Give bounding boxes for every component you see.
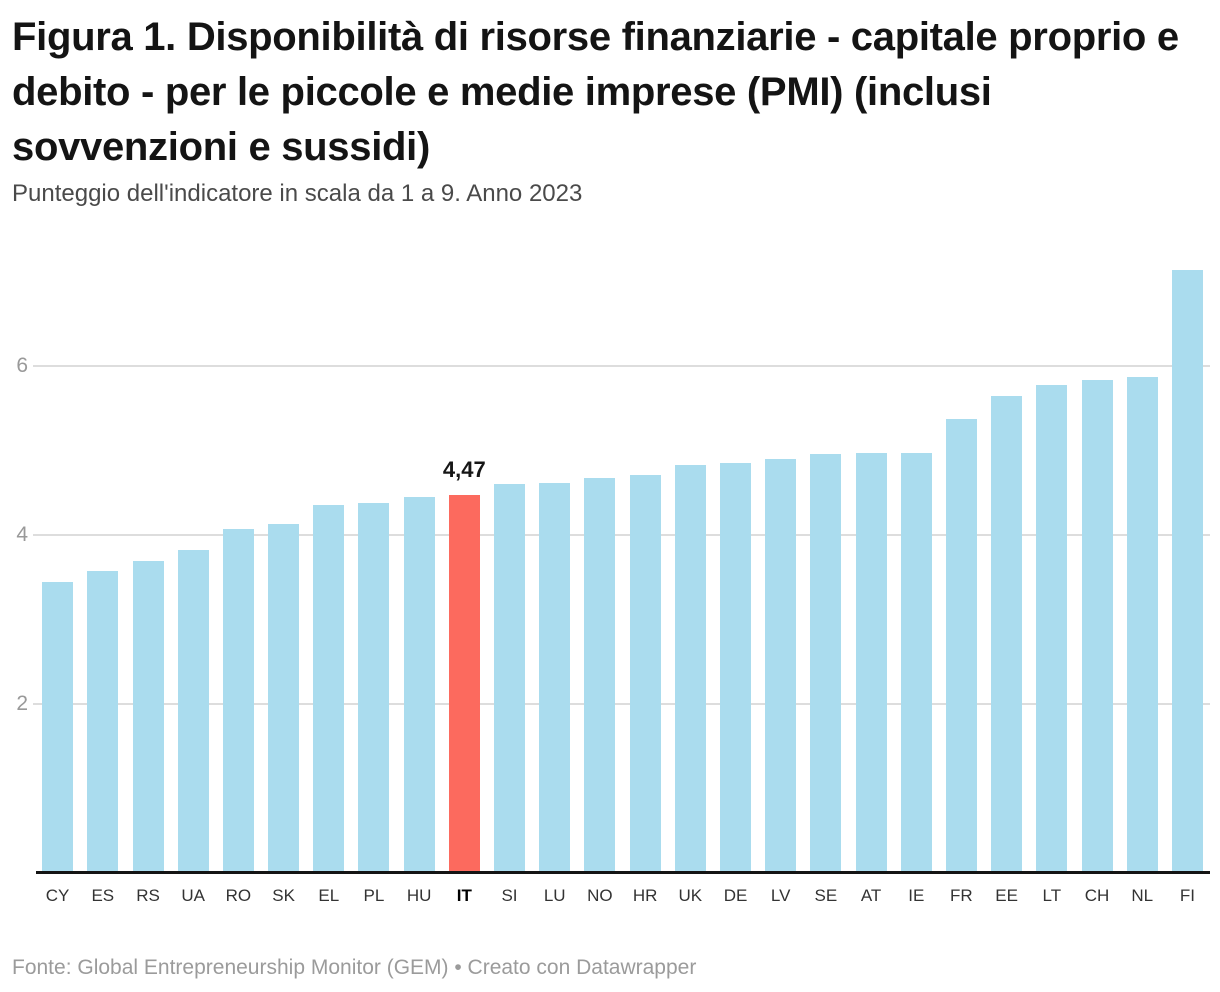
x-label-SE: SE — [814, 886, 838, 905]
bar-LV[interactable] — [765, 459, 797, 874]
x-label-FI: FI — [1179, 886, 1195, 905]
x-label-IT: IT — [456, 886, 472, 905]
bar-EE[interactable] — [991, 396, 1023, 874]
bar-HR[interactable] — [629, 475, 661, 874]
bar-IE[interactable] — [900, 453, 932, 874]
x-label-CY: CY — [45, 886, 70, 905]
x-label-DE: DE — [723, 886, 748, 905]
gridline-y-4 — [33, 534, 1210, 537]
bar-SE[interactable] — [810, 453, 842, 874]
x-label-HU: HU — [406, 886, 432, 905]
x-label-IE: IE — [908, 886, 925, 905]
x-label-LV: LV — [770, 886, 791, 905]
bar-IT[interactable] — [448, 495, 480, 874]
x-label-NO: NO — [587, 886, 613, 905]
x-label-RS: RS — [136, 886, 160, 905]
x-label-CH: CH — [1084, 886, 1110, 905]
x-label-EL: EL — [318, 886, 340, 905]
bar-LT[interactable] — [1036, 384, 1068, 874]
y-tick-label-6: 6 — [16, 353, 28, 377]
x-label-LT: LT — [1042, 886, 1062, 905]
bar-RO[interactable] — [222, 529, 254, 874]
bar-RS[interactable] — [132, 560, 164, 874]
x-label-HR: HR — [632, 886, 658, 905]
bar-SI[interactable] — [494, 484, 525, 874]
x-label-SI: SI — [501, 886, 518, 905]
x-label-PL: PL — [363, 886, 385, 905]
chart-title: Figura 1. Disponibilità di risorse finan… — [12, 15, 1179, 169]
bar-NO[interactable] — [584, 478, 616, 874]
value-label-IT: 4,47 — [442, 457, 486, 483]
x-label-NL: NL — [1131, 886, 1154, 905]
bar-AT[interactable] — [855, 453, 887, 874]
gridline-y-2 — [33, 703, 1210, 706]
bar-ES[interactable] — [87, 570, 119, 874]
bar-FI[interactable] — [1171, 270, 1203, 874]
source-attribution: Fonte: Global Entrepreneurship Monitor (… — [12, 956, 697, 979]
bar-PL[interactable] — [358, 503, 390, 874]
bar-CH[interactable] — [1081, 380, 1113, 874]
x-label-AT: AT — [860, 886, 882, 905]
x-label-EE: EE — [995, 886, 1018, 905]
x-label-FR: FR — [950, 886, 973, 905]
bar-DE[interactable] — [720, 463, 751, 874]
x-label-SK: SK — [272, 886, 295, 905]
gridline-y-6 — [33, 364, 1210, 367]
y-tick-label-4: 4 — [16, 523, 28, 547]
bar-HU[interactable] — [403, 497, 435, 874]
bar-FR[interactable] — [945, 419, 977, 874]
x-label-LU: LU — [543, 886, 566, 905]
bar-UA[interactable] — [177, 549, 209, 874]
bar-CY[interactable] — [42, 581, 74, 874]
chart-subtitle: Punteggio dell'indicatore in scala da 1 … — [12, 180, 583, 207]
bar-SK[interactable] — [268, 524, 300, 874]
x-label-UK: UK — [678, 886, 703, 905]
bar-NL[interactable] — [1126, 376, 1158, 874]
bar-LU[interactable] — [539, 482, 571, 874]
x-label-RO: RO — [225, 886, 252, 905]
x-label-ES: ES — [91, 886, 115, 905]
bar-UK[interactable] — [674, 464, 706, 874]
x-label-UA: UA — [181, 886, 205, 905]
x-axis-line — [36, 870, 1210, 874]
y-tick-label-2: 2 — [16, 692, 28, 716]
bar-EL[interactable] — [313, 504, 345, 874]
